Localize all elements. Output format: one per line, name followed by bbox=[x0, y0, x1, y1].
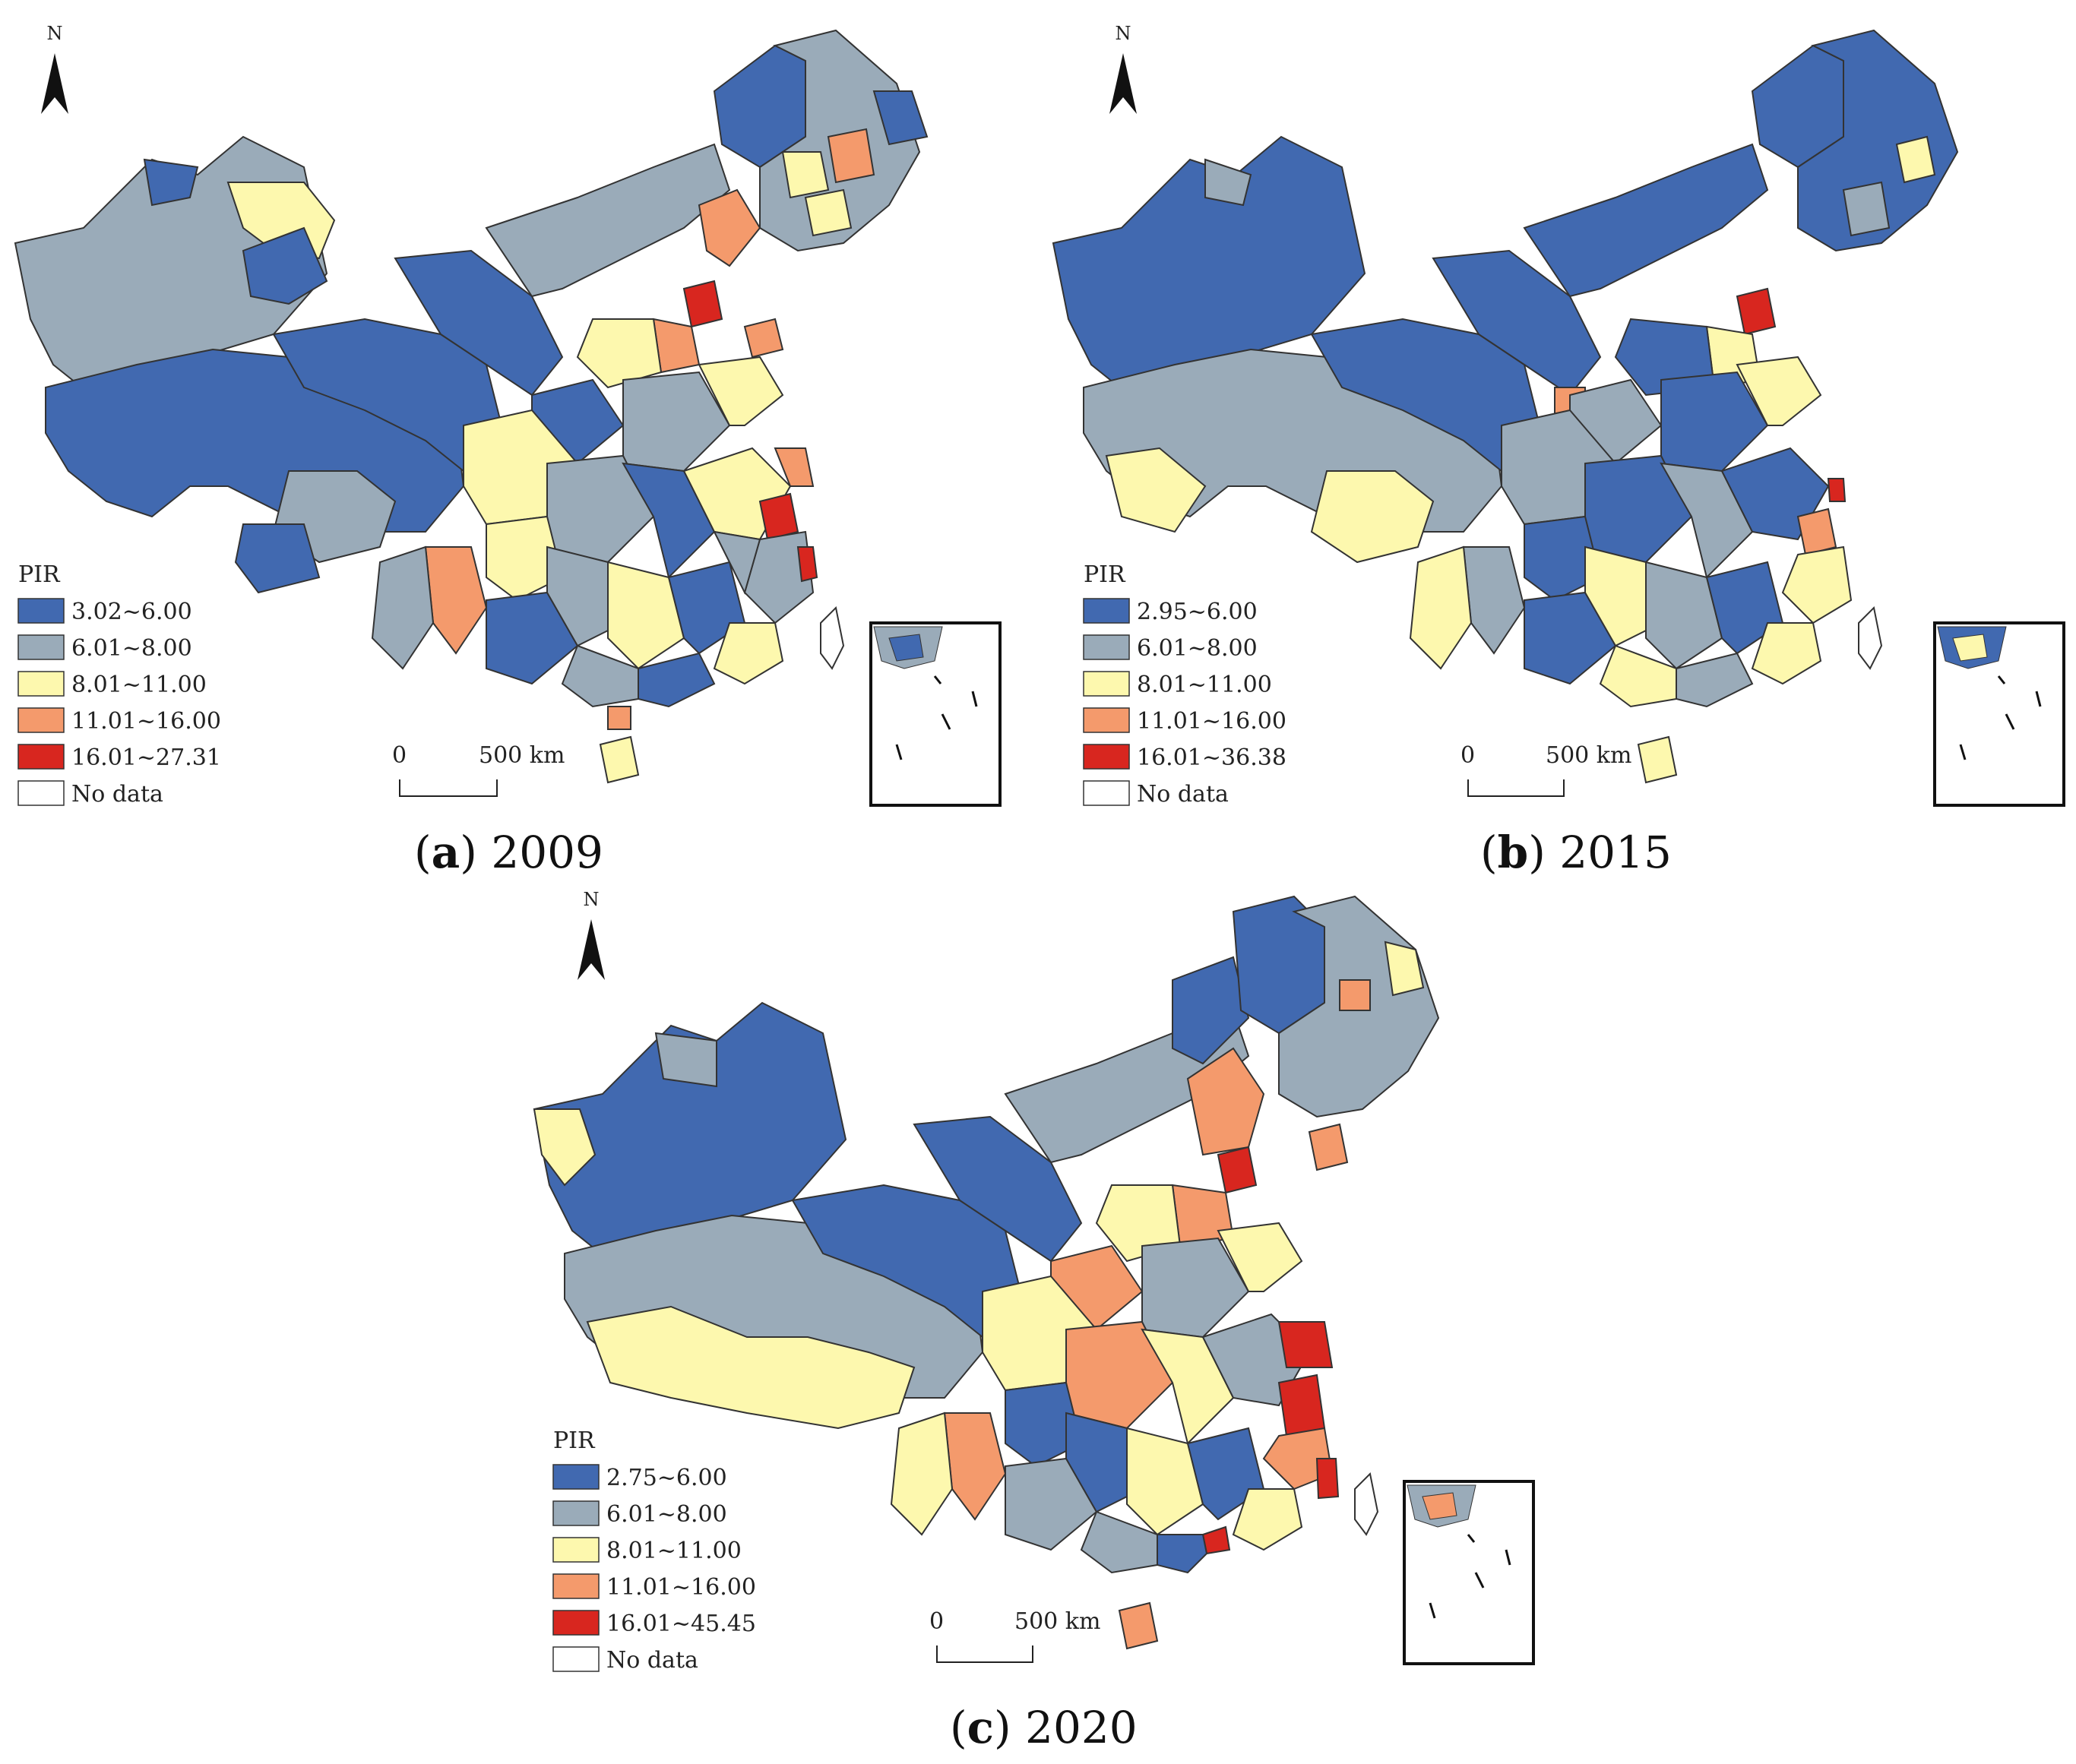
svg-text:3.02~6.00: 3.02~6.00 bbox=[71, 599, 192, 625]
svg-text:0: 0 bbox=[392, 742, 407, 769]
svg-text:No data: No data bbox=[1137, 781, 1229, 808]
svg-text:8.01~11.00: 8.01~11.00 bbox=[71, 672, 207, 698]
scale-bar: 0 500 km bbox=[392, 742, 565, 797]
legend: PIR 3.02~6.00 6.01~8.00 8.01~11.00 11.01… bbox=[17, 561, 221, 808]
svg-text:No data: No data bbox=[606, 1647, 698, 1674]
legend: PIR 2.95~6.00 6.01~8.00 8.01~11.00 11.01… bbox=[1083, 561, 1286, 808]
china-map-2009: N bbox=[14, 23, 1002, 808]
caption-2020: (c) 2020 bbox=[950, 1702, 1138, 1753]
svg-text:8.01~11.00: 8.01~11.00 bbox=[1137, 672, 1272, 698]
north-arrow: N bbox=[578, 889, 605, 980]
svg-text:8.01~11.00: 8.01~11.00 bbox=[606, 1538, 742, 1564]
svg-text:6.01~8.00: 6.01~8.00 bbox=[1137, 635, 1258, 662]
svg-text:16.01~36.38: 16.01~36.38 bbox=[1137, 744, 1286, 771]
china-map-2020: N bbox=[533, 889, 1535, 1674]
caption-2015: (b) 2015 bbox=[1480, 827, 1672, 878]
south-china-sea-inset bbox=[1933, 621, 2065, 807]
legend: PIR 2.75~6.00 6.01~8.00 8.01~11.00 11.01… bbox=[552, 1427, 756, 1674]
south-china-sea-inset bbox=[1403, 1480, 1535, 1665]
svg-text:500 km: 500 km bbox=[1014, 1608, 1100, 1635]
svg-text:500 km: 500 km bbox=[479, 742, 565, 769]
north-arrow: N bbox=[1109, 23, 1137, 114]
china-regions bbox=[1052, 29, 1959, 784]
map-panel-2009: N bbox=[0, 0, 1038, 836]
map-panel-2015: N bbox=[1038, 0, 2076, 836]
svg-text:PIR: PIR bbox=[18, 561, 61, 588]
svg-text:11.01~16.00: 11.01~16.00 bbox=[1137, 708, 1286, 735]
svg-text:N: N bbox=[47, 23, 63, 44]
china-regions bbox=[14, 29, 929, 784]
svg-text:11.01~16.00: 11.01~16.00 bbox=[71, 708, 221, 735]
scale-bar: 0 500 km bbox=[1460, 742, 1631, 797]
north-arrow: N bbox=[41, 23, 68, 114]
svg-text:2.75~6.00: 2.75~6.00 bbox=[606, 1465, 727, 1491]
svg-text:6.01~8.00: 6.01~8.00 bbox=[71, 635, 192, 662]
china-regions bbox=[533, 895, 1440, 1650]
south-china-sea-inset bbox=[869, 621, 1002, 807]
svg-text:16.01~27.31: 16.01~27.31 bbox=[71, 744, 221, 771]
svg-text:PIR: PIR bbox=[553, 1427, 596, 1454]
svg-text:6.01~8.00: 6.01~8.00 bbox=[606, 1501, 727, 1528]
svg-text:500 km: 500 km bbox=[1546, 742, 1631, 769]
svg-text:PIR: PIR bbox=[1084, 561, 1126, 588]
svg-text:No data: No data bbox=[71, 781, 163, 808]
caption-2009: (a) 2009 bbox=[414, 827, 603, 878]
china-map-2015: N bbox=[1052, 23, 2065, 808]
svg-text:0: 0 bbox=[1460, 742, 1475, 769]
svg-text:2.95~6.00: 2.95~6.00 bbox=[1137, 599, 1258, 625]
svg-text:N: N bbox=[584, 889, 600, 910]
svg-text:16.01~45.45: 16.01~45.45 bbox=[606, 1611, 756, 1637]
map-panel-2020: N bbox=[519, 866, 1557, 1702]
scale-bar: 0 500 km bbox=[929, 1608, 1100, 1663]
svg-text:0: 0 bbox=[929, 1608, 944, 1635]
svg-text:11.01~16.00: 11.01~16.00 bbox=[606, 1574, 756, 1601]
svg-text:N: N bbox=[1116, 23, 1131, 44]
